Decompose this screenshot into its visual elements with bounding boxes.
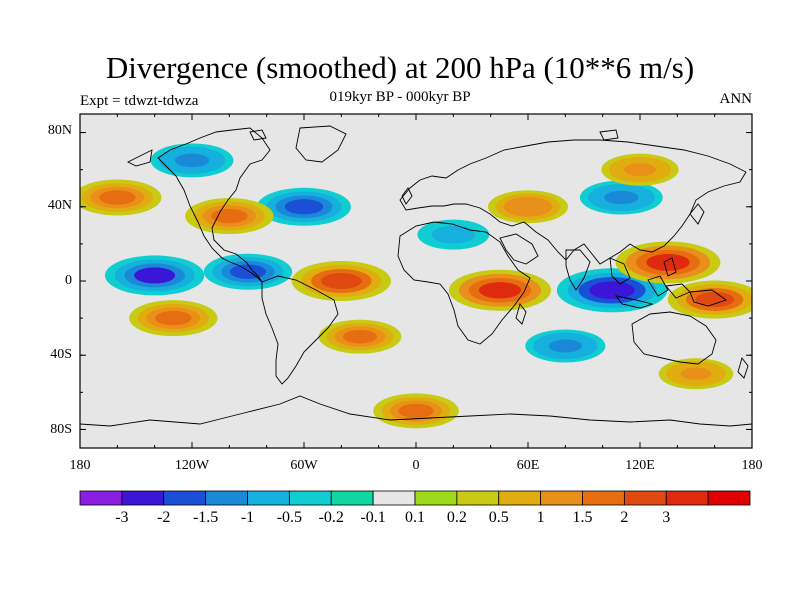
field-contour (174, 153, 210, 168)
field-contour (320, 273, 362, 289)
lon-tick-label: 60E (516, 458, 540, 473)
colorbar-swatch (498, 490, 542, 506)
colorbar-label: -0.1 (360, 509, 386, 526)
colorbar-label: 1.5 (572, 509, 593, 526)
lon-tick-label: 120W (174, 458, 210, 473)
colorbar-swatch (330, 490, 374, 506)
field-contour (155, 310, 192, 326)
lon-tick-label: 120E (625, 458, 655, 473)
colorbar-label: 0.1 (405, 509, 425, 526)
field-contour (511, 200, 545, 214)
colorbar-swatch (372, 490, 416, 506)
colorbar-label: -2 (157, 509, 171, 526)
colorbar-label: 0.5 (488, 509, 509, 526)
colorbar-swatch (247, 490, 290, 506)
field-contour (680, 367, 712, 380)
colorbar-label: 2 (620, 509, 629, 526)
field-contour (211, 208, 248, 224)
lon-tick-label: 0 (412, 458, 420, 473)
field-contour (646, 254, 690, 271)
colorbar-label: -0.2 (318, 509, 344, 526)
lat-tick-label: 80N (47, 123, 72, 138)
colorbar-label: 1 (536, 509, 545, 526)
field-contour (398, 403, 434, 418)
colorbar-swatch (205, 490, 248, 506)
colorbar-swatch (163, 490, 207, 506)
field-contour (695, 291, 735, 308)
colorbar-swatch (414, 490, 458, 506)
colorbar-swatch (540, 490, 583, 506)
lat-tick-label: 40N (47, 198, 72, 213)
chart-subtitle: 019kyr BP - 000kyr BP (329, 89, 471, 105)
field-contour (99, 190, 136, 205)
colorbar-label: -1 (240, 509, 255, 526)
field-contour (342, 329, 378, 344)
experiment-label: Expt = tdwzt-tdwza (80, 93, 199, 109)
coastlines (80, 125, 752, 427)
lat-tick-label: 0 (65, 273, 72, 288)
colorbar-swatch (665, 490, 709, 506)
colorbar-label: -0.5 (276, 509, 303, 526)
divergence-field (80, 143, 752, 429)
colorbar-label: -1.5 (192, 509, 219, 526)
colorbar-label: -3 (115, 509, 129, 526)
field-contour (134, 267, 176, 284)
season-label: ANN (719, 91, 753, 107)
lon-tick-label: 180 (69, 458, 91, 473)
field-contour (589, 281, 635, 300)
colorbar-swatch (121, 490, 165, 506)
colorbar-swatch (582, 490, 625, 506)
lat-tick-label: 40S (50, 347, 72, 362)
field-contour (478, 282, 522, 299)
field-contour (624, 163, 656, 177)
colorbar-swatch (288, 490, 332, 506)
lon-tick-label: 180 (741, 458, 763, 473)
field-contour (284, 199, 324, 215)
colorbar-swatch (79, 490, 123, 506)
lon-tick-label: 60W (290, 458, 318, 473)
colorbar (79, 490, 751, 506)
colorbar-swatch (623, 490, 667, 506)
field-contour (229, 264, 267, 279)
field-contour (548, 339, 582, 353)
colorbar-swatch (707, 490, 751, 506)
field-contour (604, 190, 639, 205)
lat-tick-label: 80S (50, 422, 72, 437)
colorbar-label: 3 (662, 509, 671, 526)
colorbar-label: 0.2 (446, 509, 467, 526)
chart-title: Divergence (smoothed) at 200 hPa (10**6 … (105, 50, 695, 85)
field-contour (438, 228, 469, 241)
map-ticks (79, 114, 753, 448)
colorbar-swatch (456, 490, 500, 506)
